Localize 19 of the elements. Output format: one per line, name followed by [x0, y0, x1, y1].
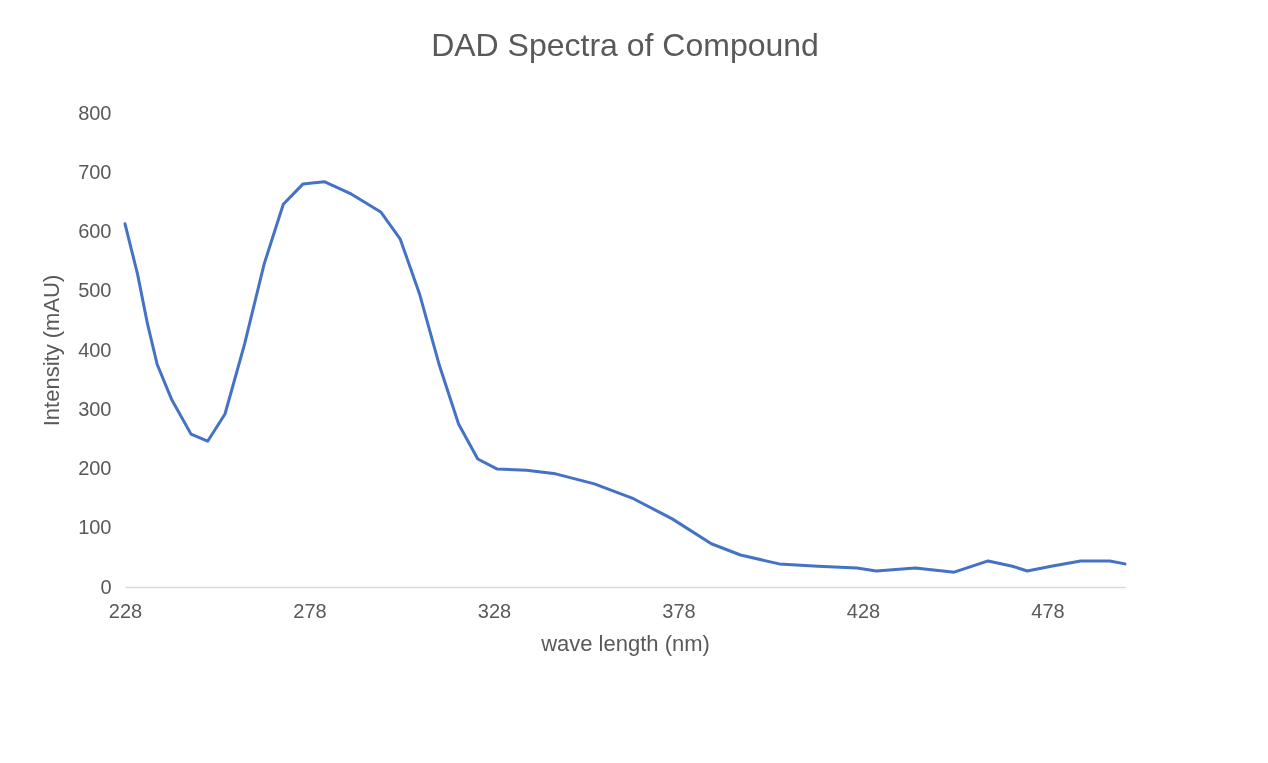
y-tick-label: 700: [78, 160, 112, 183]
x-tick-label: 478: [1031, 599, 1065, 622]
x-tick-label: 228: [108, 599, 143, 622]
x-tick-label: 278: [293, 599, 327, 622]
chart-title: DAD Spectra of Compound: [431, 27, 819, 63]
x-axis-title: wave length (nm): [540, 630, 710, 656]
x-tick-label: 378: [662, 599, 696, 622]
y-tick-label: 600: [78, 220, 112, 242]
y-tick-label: 500: [78, 279, 112, 302]
y-tick-label: 400: [78, 338, 112, 361]
y-tick-label: 0: [100, 575, 112, 598]
line-series: [123, 180, 1127, 574]
x-tick-label: 328: [477, 599, 512, 622]
x-tick-label: 428: [846, 599, 881, 622]
y-tick-label: 100: [78, 516, 112, 539]
y-tick-label: 200: [78, 457, 112, 479]
y-axis-title: Intensity (mAU): [39, 274, 65, 427]
y-tick-label: 300: [78, 397, 112, 420]
y-tick-label: 800: [78, 101, 112, 124]
